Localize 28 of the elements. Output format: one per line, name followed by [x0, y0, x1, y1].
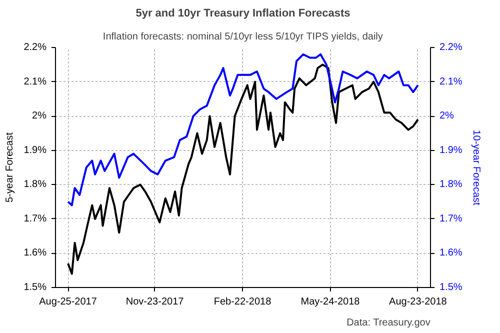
y-tick-label: 1.8%: [24, 179, 47, 190]
chart-title: 5yr and 10yr Treasury Inflation Forecasts: [136, 8, 350, 20]
y2-tick-label: 2.2%: [440, 42, 462, 53]
x-tick-label: May-24-2018: [300, 296, 360, 308]
y-tick-label: 2.1%: [24, 76, 47, 88]
y2-tick-label: 1.5%: [440, 282, 462, 293]
y-axis-title: 5-year Forecast: [4, 132, 16, 203]
line-series: [67, 53, 419, 206]
x-tick-label: Aug-25-2017: [39, 296, 98, 308]
x-tick-label: Nov-23-2017: [126, 296, 184, 308]
y2-tick-label: 2.1%: [440, 76, 462, 88]
x-tick-label: Aug-23-2018: [389, 296, 448, 308]
y-tick-label: 1.6%: [24, 248, 47, 259]
chart-subtitle: Inflation forecasts: nominal 5/10yr less 5/10yr TIPS yields, daily: [102, 32, 383, 42]
line-series: [67, 64, 419, 275]
y2-tick-label: 1.9%: [440, 144, 462, 156]
y-tick-label: 1.5%: [24, 282, 47, 293]
y2-axis-title: 10-year Forecast: [470, 130, 482, 206]
y2-tick-label: 1.6%: [440, 248, 462, 259]
y2-tick-label: 2%: [440, 110, 454, 122]
x-tick-label: Feb-22-2018: [214, 296, 272, 308]
y2-tick-label: 1.7%: [440, 213, 462, 224]
y-tick-label: 2.2%: [24, 42, 47, 53]
y-tick-label: 1.7%: [24, 213, 47, 224]
y-tick-label: 1.9%: [24, 144, 47, 156]
y-tick-label: 2%: [32, 110, 47, 122]
text: Data: Treasury.gov: [346, 318, 430, 328]
y2-tick-label: 1.8%: [440, 179, 462, 190]
